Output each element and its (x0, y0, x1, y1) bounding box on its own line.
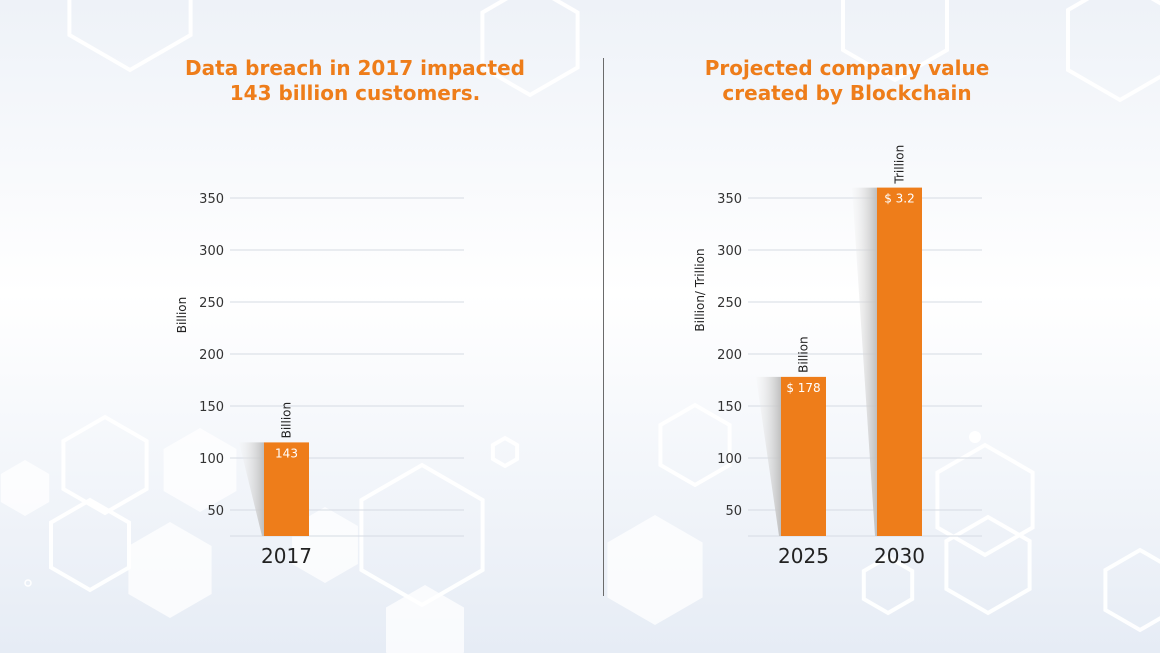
y-axis-label: Billion/ Trillion (693, 248, 707, 331)
y-tick-label: 350 (199, 192, 224, 207)
y-tick-label: 300 (199, 244, 224, 259)
bar-2017 (264, 442, 309, 536)
y-tick-label: 350 (717, 192, 742, 207)
hexagon-decoration (607, 515, 703, 625)
y-tick-label: 200 (717, 348, 742, 363)
hexagon-decoration (944, 514, 1032, 616)
chart-1-title-line-2: 143 billion customers. (229, 81, 481, 105)
hexagon-decoration (386, 585, 464, 653)
chart-1-title-line-1: Data breach in 2017 impacted (185, 56, 525, 80)
x-category-label: 2017 (261, 544, 312, 568)
hexagon-decoration (49, 497, 131, 593)
x-category-label: 2030 (874, 544, 925, 568)
hexagon-decoration (61, 414, 149, 516)
dot-decoration (969, 431, 981, 443)
unit-label: Billion (797, 336, 811, 373)
y-tick-label: 150 (717, 400, 742, 415)
chart-1-title: Data breach in 2017 impacted 143 billion… (140, 56, 570, 106)
hexagon-decoration (658, 402, 732, 488)
hexagon-decoration (128, 522, 212, 618)
hexagon-decoration (67, 0, 193, 73)
data-label: $ 178 (786, 381, 820, 395)
hexagon-decoration (490, 435, 520, 469)
unit-label: Trillion (893, 145, 907, 185)
bar-shadow (852, 187, 877, 536)
y-tick-label: 150 (199, 400, 224, 415)
bar-2030 (877, 187, 922, 536)
chart-2-title: Projected company value created by Block… (632, 56, 1062, 106)
y-tick-label: 250 (199, 296, 224, 311)
bar-2025 (781, 376, 826, 536)
chart-2-title-line-1: Projected company value (704, 56, 990, 80)
panel-divider (603, 58, 604, 596)
x-category-label: 2025 (778, 544, 829, 568)
hexagon-decoration (163, 428, 237, 512)
hexagon-decoration (1103, 547, 1160, 633)
hexagon-decoration (1066, 0, 1160, 103)
y-axis-label: Billion (175, 297, 189, 334)
y-tick-label: 250 (717, 296, 742, 311)
data-label: 143 (275, 446, 298, 460)
hexagon-decoration (935, 442, 1035, 558)
y-tick-label: 100 (199, 452, 224, 467)
bar-shadow (756, 376, 781, 536)
chart-2-title-line-2: created by Blockchain (722, 81, 972, 105)
y-tick-label: 50 (725, 504, 742, 519)
unit-label: Billion (280, 402, 294, 439)
y-tick-label: 50 (207, 504, 224, 519)
hexagon-decoration (841, 0, 949, 83)
y-tick-label: 100 (717, 452, 742, 467)
hexagon-decoration (0, 460, 50, 516)
dot-decoration (24, 579, 32, 587)
data-label: $ 3.2 (884, 192, 915, 206)
y-tick-label: 200 (199, 348, 224, 363)
bar-shadow (239, 442, 264, 536)
hexagon-decoration (480, 0, 580, 98)
y-tick-label: 300 (717, 244, 742, 259)
hexagon-decoration (861, 554, 915, 616)
